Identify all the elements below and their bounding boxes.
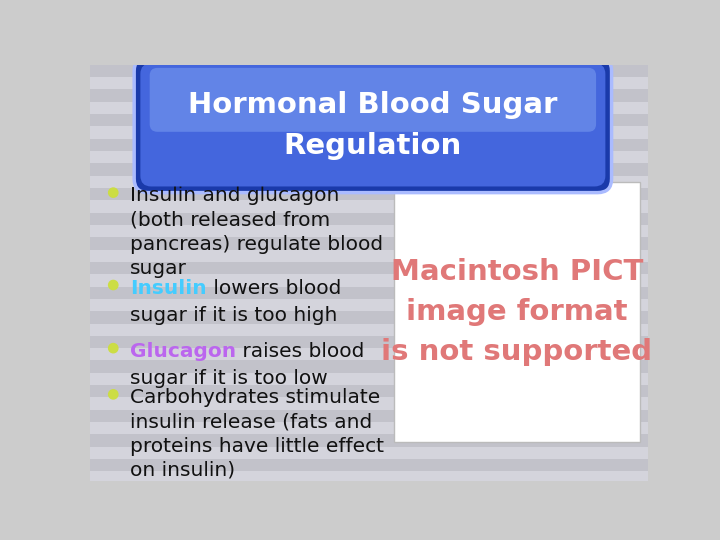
Bar (90, 336, 648, 348)
Text: Insulin: Insulin (130, 279, 207, 298)
Text: Insulin and glucagon
(both released from
pancreas) regulate blood
sugar: Insulin and glucagon (both released from… (130, 186, 384, 278)
FancyBboxPatch shape (394, 182, 640, 442)
Bar (90, 459, 648, 471)
Bar (90, 164, 648, 176)
Bar (90, 484, 648, 496)
Text: Macintosh PICT: Macintosh PICT (391, 258, 643, 286)
Text: raises blood: raises blood (236, 342, 365, 361)
Bar (90, 90, 648, 102)
Text: sugar if it is too high: sugar if it is too high (130, 306, 338, 325)
FancyBboxPatch shape (134, 57, 611, 193)
Bar (90, 176, 648, 188)
Bar (90, 139, 648, 151)
FancyBboxPatch shape (140, 63, 606, 186)
Circle shape (109, 343, 118, 353)
Bar (90, 508, 648, 521)
Bar (90, 237, 648, 249)
Bar (90, 77, 648, 90)
Circle shape (109, 188, 118, 197)
Bar (90, 361, 648, 373)
Text: Glucagon: Glucagon (130, 342, 236, 361)
Bar (90, 287, 648, 299)
Bar (90, 126, 648, 139)
Bar (90, 311, 648, 323)
Bar (90, 65, 648, 77)
Bar (90, 323, 648, 336)
Bar (90, 521, 648, 533)
Text: image format: image format (406, 298, 628, 326)
Text: Hormonal Blood Sugar: Hormonal Blood Sugar (188, 91, 557, 119)
Circle shape (109, 280, 118, 289)
Bar (90, 471, 648, 484)
Bar (90, 274, 648, 287)
Bar (90, 299, 648, 311)
Bar (90, 410, 648, 422)
Bar (90, 151, 648, 164)
Bar (90, 533, 648, 540)
Bar (90, 213, 648, 225)
Text: Regulation: Regulation (284, 132, 462, 160)
Bar (90, 348, 648, 361)
Text: sugar if it is too low: sugar if it is too low (130, 369, 328, 388)
Bar (90, 447, 648, 459)
Text: is not supported: is not supported (382, 338, 652, 366)
Bar (90, 397, 648, 410)
Bar (90, 249, 648, 262)
Bar (90, 114, 648, 126)
Circle shape (109, 390, 118, 399)
Bar (90, 188, 648, 200)
Bar (90, 434, 648, 447)
Bar (90, 225, 648, 237)
FancyBboxPatch shape (150, 68, 596, 132)
Bar (90, 373, 648, 385)
Bar (90, 262, 648, 274)
Bar (90, 102, 648, 114)
Bar (90, 422, 648, 434)
Bar (90, 385, 648, 397)
Text: Carbohydrates stimulate
insulin release (fats and
proteins have little effect
on: Carbohydrates stimulate insulin release … (130, 388, 384, 480)
Bar (90, 496, 648, 508)
Bar (90, 200, 648, 213)
Text: lowers blood: lowers blood (207, 279, 341, 298)
